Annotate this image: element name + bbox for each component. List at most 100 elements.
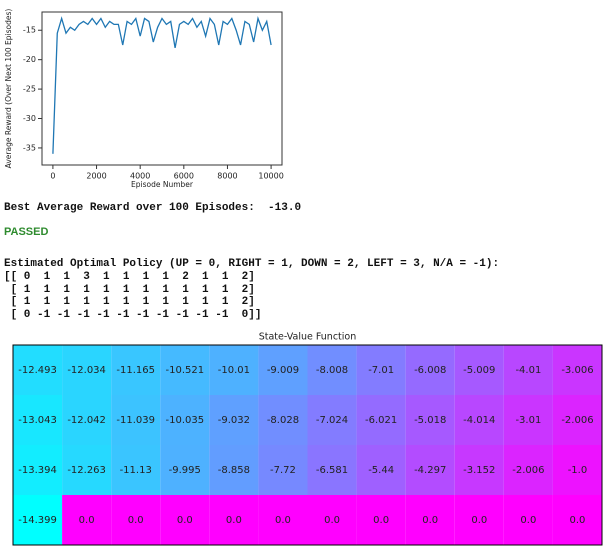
y-axis-label: Average Reward (Over Next 100 Episodes): [4, 9, 13, 169]
cell-label: -10.035: [165, 415, 204, 426]
cell-label: -8.028: [267, 415, 299, 426]
heatmap-cell: [62, 345, 112, 395]
heatmap-cell: [454, 395, 504, 445]
heatmap-cell: [111, 445, 161, 495]
y-tick-label: -30: [23, 114, 36, 123]
cell-label: -11.039: [116, 415, 155, 426]
heatmap-cell: [405, 495, 455, 545]
heatmap-cell: [160, 395, 210, 445]
heatmap-cell: [552, 395, 602, 445]
heatmap-cell: [62, 445, 112, 495]
best-reward: Best Average Reward over 100 Episodes: -…: [4, 202, 302, 214]
cell-label: -8.858: [218, 465, 250, 476]
heatmap-cell: [160, 495, 210, 545]
heatmap-cell: [405, 395, 455, 445]
cell-label: -3.006: [561, 365, 593, 376]
heatmap-cell: [13, 495, 63, 545]
cell-label: -10.521: [165, 365, 204, 376]
heatmap-cell: [405, 445, 455, 495]
x-tick-label: 8000: [217, 172, 237, 181]
x-tick-label: 2000: [86, 172, 106, 181]
cell-label: -3.01: [515, 415, 541, 426]
cell-label: -12.493: [18, 365, 57, 376]
cell-label: -12.042: [67, 415, 106, 426]
cell-label: -11.165: [116, 365, 155, 376]
cell-label: 0.0: [128, 515, 144, 526]
cell-label: -4.014: [463, 415, 495, 426]
cell-label: 0.0: [471, 515, 487, 526]
heatmap-cell: [160, 445, 210, 495]
heatmap-cell: [503, 445, 553, 495]
cell-label: -5.009: [463, 365, 495, 376]
reward-line: [52, 16, 272, 154]
cell-label: 0.0: [79, 515, 95, 526]
policy-row: [ 1 1 1 1 1 1 1 1 1 1 1 2]: [4, 283, 255, 296]
heatmap-cell: [356, 345, 406, 395]
heatmap-cell: [307, 495, 357, 545]
heatmap-cell: [258, 345, 308, 395]
heatmap-cell: [111, 345, 161, 395]
cell-label: -7.72: [270, 465, 296, 476]
plot-frame: [41, 11, 283, 166]
cell-label: -11.13: [120, 465, 152, 476]
cell-label: 0.0: [373, 515, 389, 526]
cell-label: -9.995: [169, 465, 201, 476]
cell-label: -14.399: [18, 515, 57, 526]
heatmap-cell: [209, 445, 259, 495]
x-tick-label: 6000: [174, 172, 194, 181]
cell-label: -6.581: [316, 465, 348, 476]
policy-row: [ 0 -1 -1 -1 -1 -1 -1 -1 -1 -1 -1 0]]: [4, 308, 262, 321]
cell-label: 0.0: [275, 515, 291, 526]
heatmap-cell: [258, 445, 308, 495]
cell-label: -7.024: [316, 415, 348, 426]
heatmap-cell: [454, 445, 504, 495]
heatmap-cell: [503, 395, 553, 445]
cell-label: -9.032: [218, 415, 250, 426]
cell-label: -5.018: [414, 415, 446, 426]
heatmap-cell: [503, 345, 553, 395]
heatmap-cell: [209, 495, 259, 545]
heatmap-cell: [454, 345, 504, 395]
heatmap-cell: [552, 445, 602, 495]
cell-label: -6.008: [414, 365, 446, 376]
heatmap-cell: [111, 395, 161, 445]
cell-label: -8.008: [316, 365, 348, 376]
heatmap-cell: [307, 445, 357, 495]
heatmap-cell: [307, 395, 357, 445]
y-tick-label: -25: [23, 85, 36, 94]
y-tick-label: -15: [23, 26, 36, 35]
cell-label: 0.0: [177, 515, 193, 526]
heatmap-cell: [258, 495, 308, 545]
cell-label: -1.0: [568, 465, 588, 476]
cell-label: -13.043: [18, 415, 57, 426]
cell-label: -5.44: [368, 465, 394, 476]
heatmap-cell: [552, 495, 602, 545]
cell-label: -2.006: [512, 465, 544, 476]
heatmap-cell: [503, 495, 553, 545]
cell-label: -12.034: [67, 365, 106, 376]
heatmap-cell: [405, 345, 455, 395]
x-axis-label: Episode Number: [131, 180, 194, 189]
cell-label: -4.01: [515, 365, 541, 376]
heatmap-cell: [13, 445, 63, 495]
status: PASSED: [4, 226, 49, 238]
policy-row: [[ 0 1 1 3 1 1 1 1 2 1 1 2]: [4, 271, 255, 283]
x-tick-label: 0: [50, 172, 55, 181]
heatmap-cell: [13, 345, 63, 395]
heatmap-cell: [356, 495, 406, 545]
heatmap-cell: [454, 495, 504, 545]
heatmap-cell: [111, 495, 161, 545]
policy-row: [ 1 1 1 1 1 1 1 1 1 1 1 2]: [4, 296, 255, 308]
heatmap-border: [12, 344, 603, 546]
heatmap-title: State-Value Function: [259, 332, 357, 343]
cell-label: 0.0: [226, 515, 242, 526]
cell-label: 0.0: [324, 515, 340, 526]
cell-label: -10.01: [218, 365, 250, 376]
y-tick-label: -35: [23, 143, 36, 152]
heatmap-cell: [209, 345, 259, 395]
cell-label: 0.0: [520, 515, 536, 526]
cell-label: -6.021: [365, 415, 397, 426]
heatmap-cell: [258, 395, 308, 445]
cell-label: -12.263: [67, 465, 106, 476]
